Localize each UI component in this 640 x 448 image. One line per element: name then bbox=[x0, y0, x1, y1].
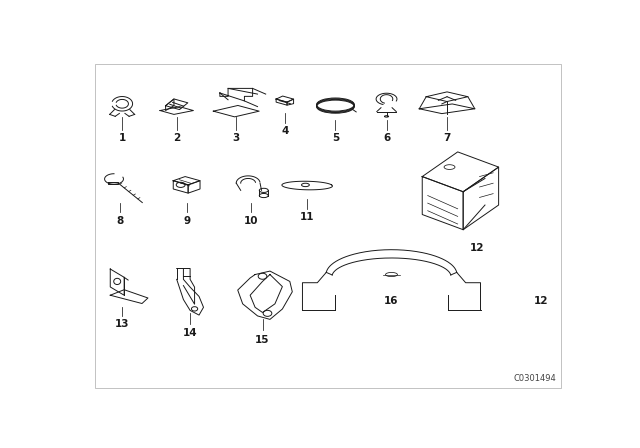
Text: 14: 14 bbox=[183, 328, 197, 338]
Text: 1: 1 bbox=[118, 133, 126, 143]
Text: 5: 5 bbox=[332, 133, 339, 143]
Text: 6: 6 bbox=[383, 133, 390, 143]
Text: 12: 12 bbox=[534, 296, 548, 306]
Text: 11: 11 bbox=[300, 212, 314, 223]
Text: 2: 2 bbox=[173, 133, 180, 143]
Text: 9: 9 bbox=[183, 216, 190, 226]
Text: 4: 4 bbox=[281, 126, 289, 136]
Text: 12: 12 bbox=[470, 244, 484, 254]
Text: 15: 15 bbox=[255, 335, 270, 345]
Text: 3: 3 bbox=[232, 133, 240, 143]
Text: 16: 16 bbox=[384, 296, 399, 306]
Text: 7: 7 bbox=[444, 133, 451, 143]
Text: C0301494: C0301494 bbox=[513, 374, 556, 383]
Text: 10: 10 bbox=[244, 216, 259, 226]
Text: 13: 13 bbox=[115, 319, 129, 329]
Text: 8: 8 bbox=[116, 216, 124, 226]
